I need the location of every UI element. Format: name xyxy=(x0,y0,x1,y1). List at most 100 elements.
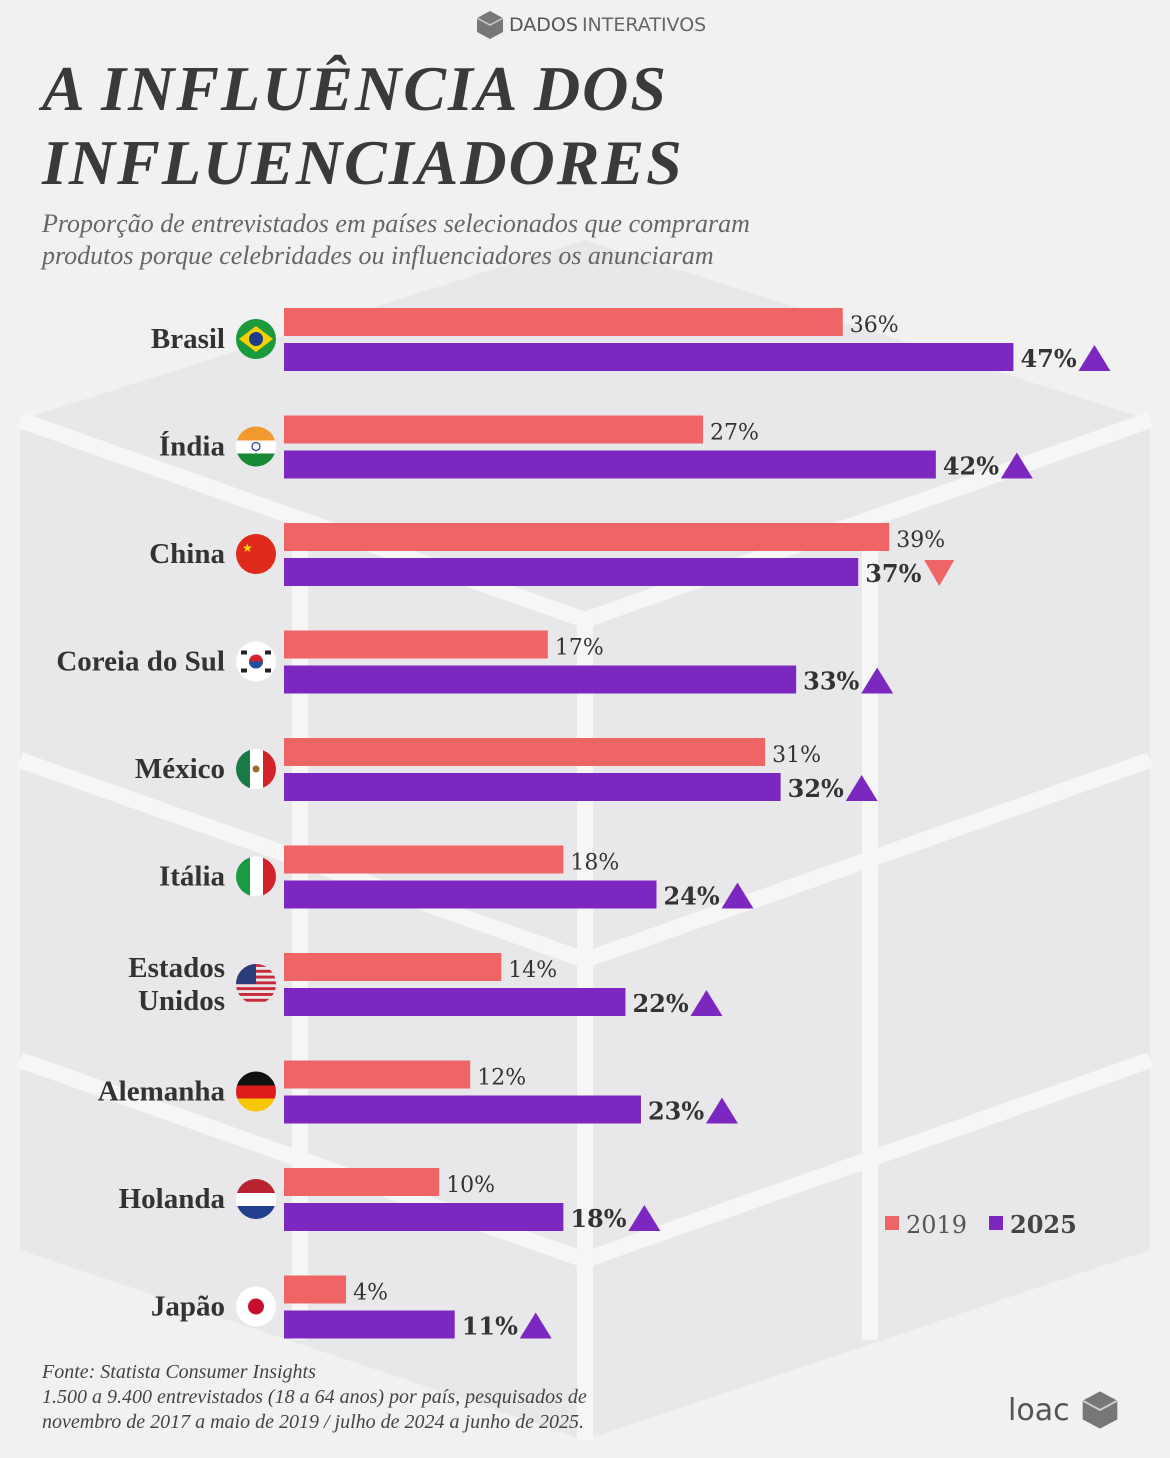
bar-2025 xyxy=(284,880,657,909)
trend-up-icon xyxy=(628,1205,661,1231)
legend: 2019 2025 xyxy=(885,1210,1077,1239)
flag-estados-unidos-icon xyxy=(236,964,276,1002)
data-label-2019: 27% xyxy=(710,421,759,446)
flag-part xyxy=(236,1071,276,1086)
data-label-2019: 36% xyxy=(850,313,899,338)
flag-holanda-icon xyxy=(236,1179,276,1219)
trend-up-icon xyxy=(519,1312,552,1339)
flag-part xyxy=(236,1085,276,1099)
title-line-2: INFLUENCIADORES xyxy=(42,127,684,198)
subtitle: Proporção de entrevistados em países sel… xyxy=(42,208,750,272)
category-label: Itália xyxy=(159,861,226,893)
data-label-2019: 14% xyxy=(508,958,557,983)
flag-part xyxy=(236,1179,276,1193)
flag-méxico-icon xyxy=(236,749,276,789)
data-label-2025: 47% xyxy=(1020,344,1076,373)
category-label: China xyxy=(149,538,225,570)
bar-2025 xyxy=(284,773,781,801)
flag-part xyxy=(265,650,271,655)
flag-part xyxy=(241,668,247,673)
data-label-2019: 10% xyxy=(446,1173,495,1198)
legend-label-2025: 2025 xyxy=(1010,1210,1077,1239)
category-row: Japão 4% 11% xyxy=(151,1275,552,1341)
category-label: Holanda xyxy=(119,1183,226,1215)
flag-part xyxy=(241,650,247,655)
bar-2025 xyxy=(284,988,626,1016)
bar-2025 xyxy=(284,343,1014,371)
legend-label-2019: 2019 xyxy=(906,1211,967,1239)
flag-part xyxy=(249,661,263,669)
trend-down-icon xyxy=(924,560,955,586)
cube-logo-icon xyxy=(1081,1391,1118,1429)
bar-2019 xyxy=(284,523,890,551)
bar-2019 xyxy=(284,415,704,444)
category-row: Índia 27% 42% xyxy=(159,415,1033,481)
trend-up-icon xyxy=(1078,345,1111,371)
bar-2025 xyxy=(284,450,936,479)
flag-part xyxy=(236,1098,276,1112)
subtitle-line-1: Proporção de entrevistados em países sel… xyxy=(42,209,750,238)
legend-swatch-2025 xyxy=(989,1216,1003,1230)
category-label: Coreia do Sul xyxy=(56,646,225,678)
category-label: Japão xyxy=(151,1291,225,1323)
bar-2025 xyxy=(284,1095,641,1124)
subtitle-line-2: produtos porque celebridades ou influenc… xyxy=(42,241,714,270)
cube-logo-icon xyxy=(476,11,504,39)
bar-2019 xyxy=(284,1275,347,1304)
flag-coreia-do-sul-icon xyxy=(236,641,276,682)
bar-2019 xyxy=(284,1060,471,1089)
flag-part xyxy=(236,749,250,789)
source-line-1: Fonte: Statista Consumer Insights xyxy=(42,1361,316,1383)
flag-alemanha-icon xyxy=(236,1071,276,1112)
bar-2019 xyxy=(284,953,502,981)
flag-part xyxy=(236,1193,276,1206)
source-line-3: novembro de 2017 a maio de 2019 / julho … xyxy=(42,1411,584,1433)
trend-up-icon xyxy=(690,990,723,1016)
flag-part xyxy=(250,856,263,897)
bar-2019 xyxy=(284,1168,440,1196)
bar-2025 xyxy=(284,1310,455,1339)
data-label-2025: 37% xyxy=(865,559,921,588)
data-label-2025: 33% xyxy=(803,667,859,696)
data-label-2019: 4% xyxy=(353,1281,388,1306)
data-label-2019: 12% xyxy=(477,1066,526,1091)
category-row: Itália 18% 24% xyxy=(159,845,754,911)
data-label-2025: 42% xyxy=(943,452,999,481)
bar-2025 xyxy=(284,665,797,694)
flag-part xyxy=(236,987,276,991)
logo-text: loac xyxy=(1008,1392,1070,1428)
data-label-2019: 39% xyxy=(896,528,945,553)
category-label: México xyxy=(135,753,225,785)
data-label-2025: 11% xyxy=(462,1312,518,1341)
category-row: China ★ 39% 37% xyxy=(149,523,955,588)
category-row: Coreia do Sul 17% 33% xyxy=(56,630,894,696)
flag-japão-icon xyxy=(236,1286,276,1327)
data-label-2019: 18% xyxy=(570,851,619,876)
category-row: Brasil 36% 47% xyxy=(151,308,1111,373)
flag-part xyxy=(236,534,276,574)
flag-itália-icon xyxy=(236,856,276,897)
category-label: Unidos xyxy=(138,985,225,1017)
brand-rest: INTERATIVOS xyxy=(581,14,707,36)
flag-part xyxy=(265,668,271,673)
page-title: A INFLUÊNCIA DOS INFLUENCIADORES xyxy=(42,52,684,200)
category-row: México 31% 32% xyxy=(135,738,878,803)
trend-up-icon xyxy=(1000,452,1033,479)
flag-part xyxy=(248,1298,264,1315)
data-label-2025: 32% xyxy=(788,774,844,803)
bar-2019 xyxy=(284,845,564,874)
flag-brasil-icon xyxy=(236,319,276,359)
category-label: Estados xyxy=(128,952,225,984)
data-label-2025: 23% xyxy=(648,1097,704,1126)
bar-2019 xyxy=(284,308,843,336)
flag-part xyxy=(236,426,276,441)
category-row: Alemanha 12% 23% xyxy=(98,1060,738,1126)
source-line-2: 1.500 a 9.400 entrevistados (18 a 64 ano… xyxy=(42,1386,587,1408)
data-label-2019: 17% xyxy=(555,636,604,661)
source-note: Fonte: Statista Consumer Insights 1.500 … xyxy=(42,1360,587,1435)
flag-part xyxy=(249,332,263,346)
data-label-2025: 24% xyxy=(663,882,719,911)
flag-part xyxy=(236,998,276,1002)
